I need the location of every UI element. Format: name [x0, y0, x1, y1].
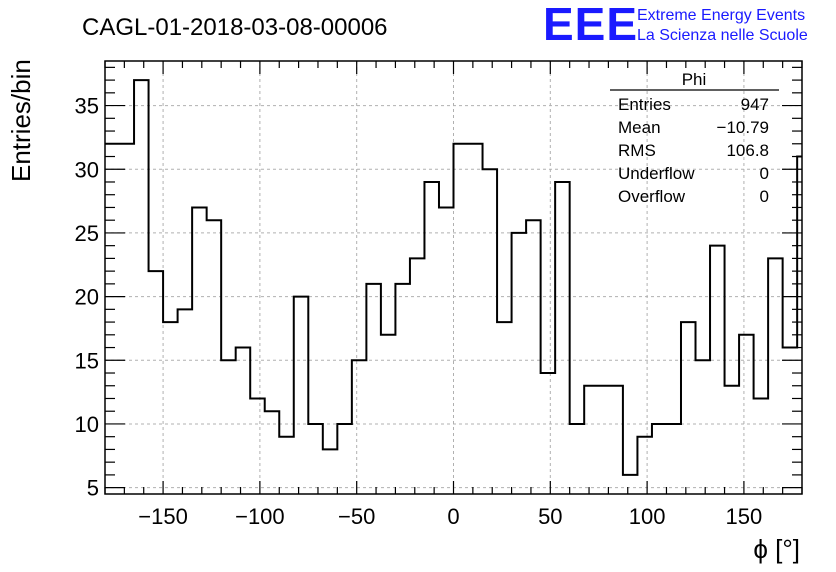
y-tick-label: 10: [75, 412, 99, 437]
stats-title: Phi: [682, 70, 707, 89]
stats-label: Overflow: [618, 187, 686, 206]
y-tick-label: 25: [75, 221, 99, 246]
stats-value: 947: [741, 95, 769, 114]
x-tick-label: −150: [138, 504, 188, 529]
stats-value: 0: [760, 187, 769, 206]
stats-label: RMS: [618, 141, 656, 160]
x-tick-label: −100: [235, 504, 285, 529]
grid-lines: [105, 61, 802, 494]
stats-label: Underflow: [618, 164, 695, 183]
eee-logo: EEE Extreme Energy Events La Scienza nel…: [543, 0, 808, 50]
x-tick-label: 50: [538, 504, 562, 529]
stats-label: Entries: [618, 95, 671, 114]
stats-value: −10.79: [717, 118, 769, 137]
x-tick-label: 100: [629, 504, 666, 529]
logo-line-1: Extreme Energy Events: [637, 7, 805, 24]
y-axis-label: Entries/bin: [6, 59, 36, 182]
stats-rows: Entries 947 Mean −10.79 RMS 106.8 Underflow 0 Ov…: [618, 95, 769, 206]
tick-labels: −150 −100 −50 0 50 100 150 5 10 15 20 25 30 35: [75, 94, 763, 529]
x-tick-label: 0: [447, 504, 459, 529]
x-axis-label: ϕ [°]: [753, 534, 800, 564]
y-tick-label: 5: [87, 476, 99, 501]
x-tick-label: −50: [338, 504, 375, 529]
eee-logo-mark: EEE: [543, 0, 638, 50]
stats-label: Mean: [618, 118, 661, 137]
y-tick-label: 15: [75, 348, 99, 373]
y-tick-label: 30: [75, 157, 99, 182]
y-tick-label: 20: [75, 285, 99, 310]
stats-box: Phi Entries 947 Mean −10.79 RMS 106.8 Underflo…: [610, 70, 779, 206]
chart-title: CAGL-01-2018-03-08-00006: [82, 14, 388, 41]
stats-value: 0: [760, 164, 769, 183]
stats-value: 106.8: [726, 141, 769, 160]
logo-line-2: La Scienza nelle Scuole: [637, 27, 808, 44]
y-tick-label: 35: [75, 94, 99, 119]
histogram-series: [105, 79, 802, 476]
axis-ticks: [104, 61, 803, 494]
x-tick-label: 150: [726, 504, 763, 529]
